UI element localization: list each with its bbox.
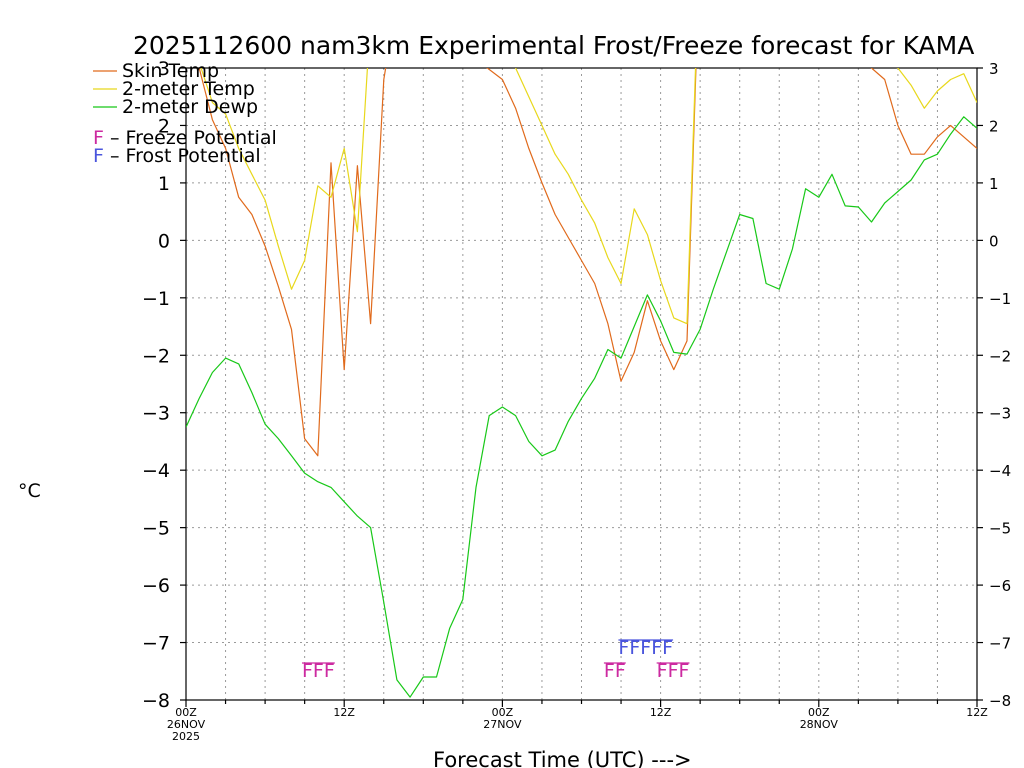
freeze-marker: FF [604,660,626,682]
y-tick-label-left: −8 [142,690,170,712]
freeze-marker: FFF [302,660,335,682]
series-2-meter-dewp-line [186,116,977,698]
y-tick-label-left: −6 [142,575,170,597]
potential-legend-label: – Frost Potential [104,145,261,167]
x-tick-label: 12Z [333,706,355,719]
freeze-marker: FFF [657,660,690,682]
y-tick-label-left: −2 [142,345,170,367]
x-tick-label: 12Z [650,706,672,719]
y-tick-label-right: 0 [989,232,999,250]
x-tick-label: 27NOV [483,718,522,731]
x-tick-label: 00Z [492,706,514,719]
y-axis-label: °C [18,480,41,502]
potential-legend-entry: F – Freeze Potential [93,127,277,149]
x-axis-label: Forecast Time (UTC) ---> [433,748,692,768]
y-tick-label-right: −1 [989,290,1011,308]
legend-label: Skin Temp [122,60,219,82]
y-tick-label-left: −7 [142,633,170,655]
y-tick-label-left: 3 [158,58,170,80]
y-tick-label-left: −3 [142,403,170,425]
y-tick-label-right: −3 [989,405,1011,423]
y-tick-label-right: −6 [989,577,1011,595]
potential-legend-label: – Freeze Potential [104,127,277,149]
y-axis: 3 3 2 2 1 1 0 0 −1 −1 −2 −2 −3 −3 −4 −4 −5 −5 −6 −6 −7 −7 −8 −8 [142,58,1011,712]
potential-legend-entry: F – Frost Potential [93,145,261,167]
y-tick-label-left: 2 [158,115,170,137]
y-tick-label-right: 2 [989,117,999,135]
x-tick-label: 00Z [175,706,197,719]
y-tick-label-left: 1 [158,173,170,195]
y-tick-label-right: 1 [989,175,999,193]
legend-label: 2-meter Dewp [122,96,258,118]
legend-label: 2-meter Temp [122,78,255,100]
y-tick-label-right: −8 [989,692,1011,710]
y-tick-label-right: −4 [989,462,1011,480]
y-tick-label-right: −5 [989,520,1011,538]
y-tick-label-right: 3 [989,60,999,78]
x-tick-label: 26NOV [167,718,206,731]
potential-legend-marker: F [93,127,104,149]
y-tick-label-left: −5 [142,518,170,540]
y-tick-label-left: 0 [158,230,170,252]
x-tick-label: 00Z [808,706,830,719]
y-tick-label-right: −2 [989,347,1011,365]
x-tick-label: 2025 [172,730,200,743]
grid [186,68,977,700]
series-2-meter-temp-line [200,68,977,325]
series-group [186,68,977,698]
frost-marker: FFFFF [618,637,673,659]
x-tick-label: 12Z [966,706,988,719]
series-skin-temp-line [198,68,977,457]
chart-title: 2025112600 nam3km Experimental Frost/Fre… [133,31,974,60]
potential-legend-marker: F [93,145,104,167]
y-tick-label-right: −7 [989,635,1011,653]
x-tick-label: 28NOV [800,718,839,731]
y-tick-label-left: −1 [142,288,170,310]
y-tick-label-left: −4 [142,460,170,482]
plot-frame [185,67,978,701]
